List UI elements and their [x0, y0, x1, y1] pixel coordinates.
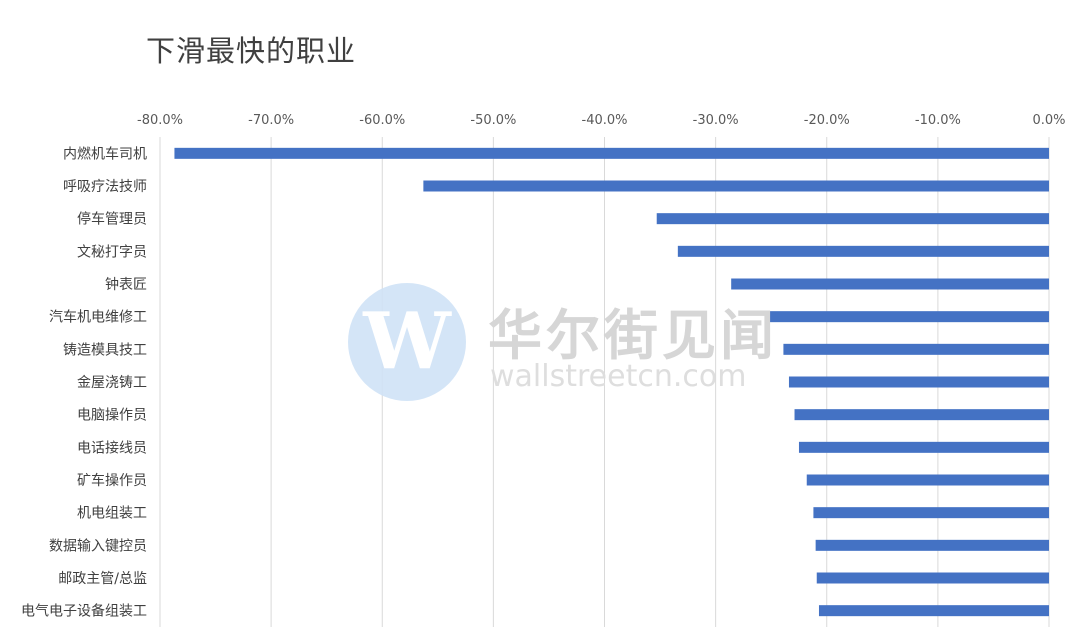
bar	[783, 343, 1049, 355]
x-tick-label: -80.0%	[137, 113, 183, 128]
category-label: 矿车操作员	[77, 472, 147, 489]
category-label: 呼吸疗法技师	[63, 179, 147, 195]
x-tick-label: -20.0%	[804, 113, 850, 128]
bar	[794, 409, 1049, 421]
x-tick-label: -10.0%	[915, 113, 961, 128]
bar	[788, 376, 1049, 388]
category-label: 文秘打字员	[77, 243, 147, 260]
bar	[816, 572, 1049, 584]
category-label: 停车管理员	[77, 211, 147, 228]
category-label: 电脑操作员	[77, 408, 147, 424]
bar	[768, 311, 1049, 323]
category-label: 电气电子设备组装工	[21, 603, 147, 620]
bar	[798, 441, 1049, 453]
bar	[818, 605, 1049, 617]
x-tick-label: -40.0%	[582, 113, 628, 128]
x-tick-label: 0.0%	[1032, 113, 1065, 128]
category-label: 邮政主管/总监	[58, 571, 147, 587]
category-labels: 内燃机车司机呼吸疗法技师停车管理员文秘打字员钟表匠汽车机电维修工铸造模具技工金屋…	[21, 145, 147, 619]
category-label: 金屋浇铸工	[77, 375, 147, 391]
bar	[813, 507, 1049, 519]
category-label: 汽车机电维修工	[49, 309, 147, 326]
bar	[677, 245, 1049, 257]
bar	[731, 278, 1049, 290]
category-label: 数据输入键控员	[49, 538, 147, 554]
category-label: 内燃机车司机	[63, 145, 147, 162]
chart-title: 下滑最快的职业	[146, 34, 357, 68]
bar	[423, 180, 1050, 192]
x-tick-label: -30.0%	[693, 113, 739, 128]
bar	[656, 213, 1049, 225]
bar	[174, 147, 1050, 159]
x-tick-label: -70.0%	[248, 113, 294, 128]
category-label: 电话接线员	[77, 439, 147, 456]
category-label: 钟表匠	[105, 276, 147, 293]
bar	[815, 539, 1049, 551]
x-tick-label: -50.0%	[470, 113, 516, 128]
bars	[174, 147, 1050, 617]
bar	[806, 474, 1049, 486]
category-label: 机电组装工	[77, 506, 147, 522]
x-axis-ticks: -80.0% -70.0% -60.0% -50.0% -40.0% -30.0% -20.…	[137, 113, 1066, 128]
x-tick-label: -60.0%	[359, 113, 405, 128]
category-label: 铸造模具技工	[63, 342, 147, 358]
